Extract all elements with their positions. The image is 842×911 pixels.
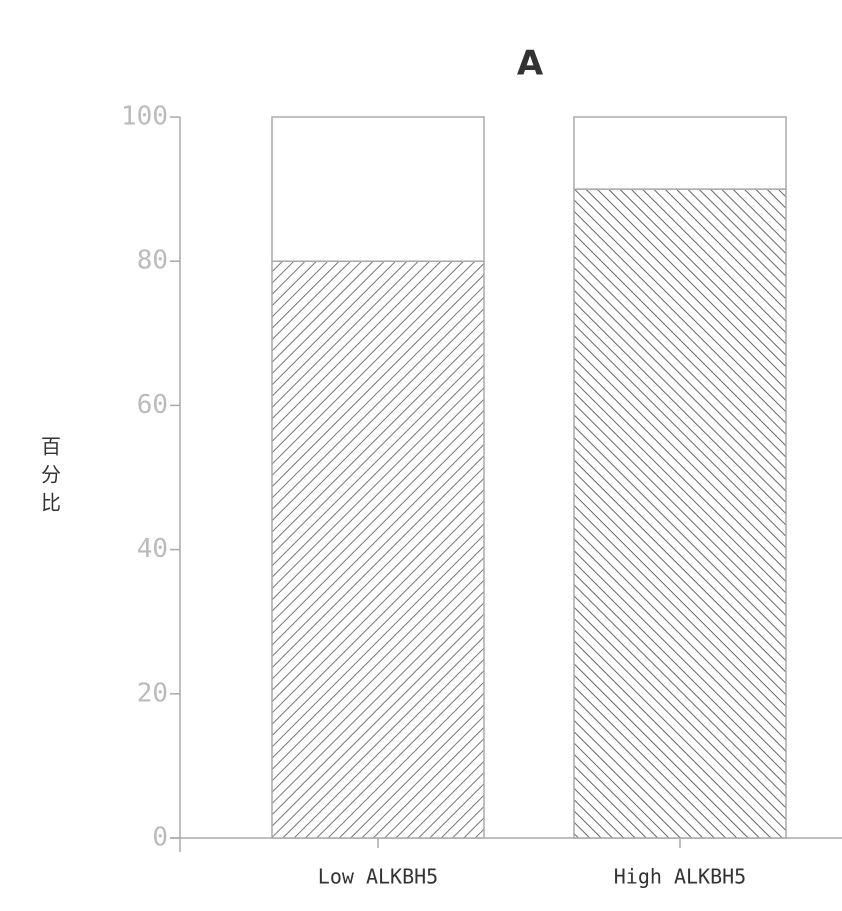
- bar-segment: [272, 117, 484, 261]
- bar-segment: [574, 117, 786, 189]
- y-tick-label: 40: [137, 534, 168, 564]
- x-tick-label: High ALKBH5: [614, 865, 746, 889]
- chart-title: A: [517, 44, 544, 84]
- y-tick-label: 100: [121, 102, 168, 132]
- y-tick-label: 60: [137, 390, 168, 420]
- bar-segment: [574, 189, 786, 838]
- bar-segment: [272, 261, 484, 838]
- y-tick-label: 80: [137, 246, 168, 276]
- x-tick-label: Low ALKBH5: [318, 865, 438, 889]
- y-tick-label: 20: [137, 678, 168, 708]
- y-tick-label: 0: [152, 823, 168, 853]
- chart: A 百分比 0 20 40 60 80 100 Low ALKBH5 High ALKBH5: [0, 0, 842, 911]
- y-axis-label: 百分比: [38, 436, 62, 520]
